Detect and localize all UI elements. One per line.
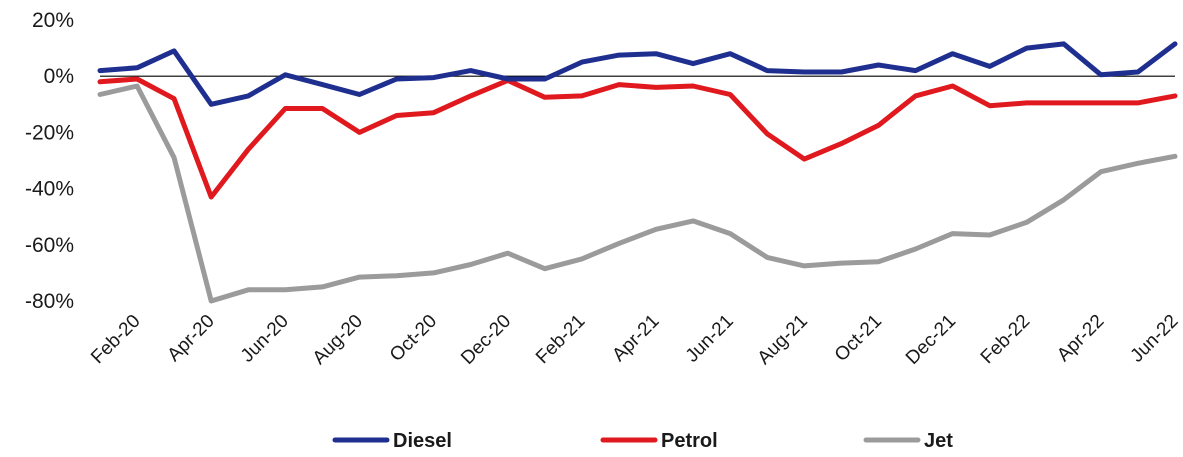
y-tick-label: 0% (44, 65, 74, 88)
x-tick-label: Oct-21 (831, 311, 886, 366)
legend: Diesel Petrol Jet (332, 430, 953, 452)
x-tick-label: Apr-20 (164, 311, 219, 366)
y-axis-ticks: 20% 0% -20% -40% -60% -80% (25, 9, 74, 313)
x-tick-label: Apr-21 (608, 311, 663, 366)
legend-item-diesel: Diesel (332, 430, 452, 452)
legend-label: Jet (924, 430, 953, 452)
x-tick-label: Jun-20 (237, 311, 293, 367)
legend-label: Petrol (661, 430, 718, 452)
x-axis-ticks: Feb-20 Apr-20 Jun-20 Aug-20 Oct-20 Dec-20 Feb-… (87, 311, 1182, 369)
series-line-diesel (97, 41, 1178, 107)
x-tick-label: Feb-20 (87, 311, 144, 368)
legend-item-petrol: Petrol (600, 430, 718, 452)
x-tick-label: Oct-20 (386, 311, 441, 366)
x-tick-label: Jun-21 (682, 311, 738, 367)
x-tick-label: Aug-21 (754, 311, 812, 369)
series-line-petrol (97, 76, 1178, 200)
y-tick-label: 20% (32, 9, 74, 32)
series-line-jet (97, 83, 1178, 304)
y-tick-label: -40% (25, 178, 74, 201)
x-tick-label: Dec-20 (457, 311, 515, 369)
y-tick-label: -60% (25, 234, 74, 257)
x-tick-label: Feb-22 (977, 311, 1034, 368)
x-tick-label: Feb-21 (532, 311, 589, 368)
y-tick-label: -20% (25, 121, 74, 144)
x-tick-label: Apr-22 (1053, 311, 1108, 366)
y-tick-label: -80% (25, 290, 74, 313)
legend-label: Diesel (393, 430, 452, 452)
legend-item-jet: Jet (863, 430, 953, 452)
x-tick-label: Jun-22 (1127, 311, 1183, 367)
x-tick-label: Dec-21 (902, 311, 960, 369)
x-tick-label: Aug-20 (309, 311, 367, 369)
series-lines (97, 41, 1178, 304)
